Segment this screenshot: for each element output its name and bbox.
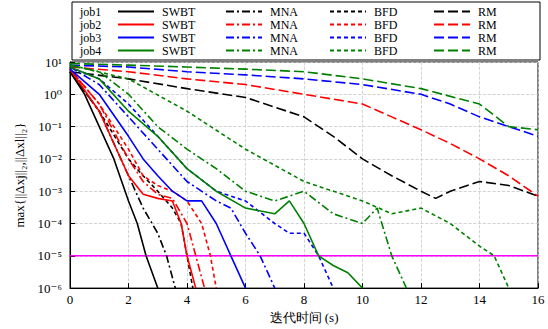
svg-text:2: 2 <box>125 292 132 307</box>
svg-text:BFD: BFD <box>374 31 398 45</box>
svg-text:job2: job2 <box>79 18 101 32</box>
svg-text:job4: job4 <box>79 44 101 58</box>
svg-text:10⁻⁵: 10⁻⁵ <box>38 248 62 263</box>
svg-text:job1: job1 <box>79 5 101 19</box>
svg-text:0: 0 <box>67 292 74 307</box>
svg-text:SWBT: SWBT <box>162 44 196 58</box>
svg-text:MNA: MNA <box>270 5 298 19</box>
svg-text:RM: RM <box>478 5 497 19</box>
svg-text:RM: RM <box>478 18 497 32</box>
svg-text:10⁻⁶: 10⁻⁶ <box>38 281 62 296</box>
svg-text:max{||Δxj||₂,||Δxl||₂}: max{||Δxj||₂,||Δxl||₂} <box>12 123 27 228</box>
svg-text:MNA: MNA <box>270 18 298 32</box>
svg-text:10¹: 10¹ <box>45 55 62 70</box>
svg-text:MNA: MNA <box>270 31 298 45</box>
svg-text:10⁻²: 10⁻² <box>38 151 62 166</box>
svg-text:4: 4 <box>184 292 191 307</box>
svg-text:迭代时间 (s): 迭代时间 (s) <box>270 310 339 325</box>
svg-text:10: 10 <box>356 292 369 307</box>
svg-text:10⁰: 10⁰ <box>44 87 62 102</box>
svg-text:10⁻⁴: 10⁻⁴ <box>38 216 63 231</box>
svg-text:12: 12 <box>415 292 428 307</box>
svg-text:MNA: MNA <box>270 44 298 58</box>
svg-text:10⁻¹: 10⁻¹ <box>38 119 62 134</box>
svg-text:BFD: BFD <box>374 5 398 19</box>
svg-text:job3: job3 <box>79 31 101 45</box>
svg-text:SWBT: SWBT <box>162 18 196 32</box>
svg-text:SWBT: SWBT <box>162 31 196 45</box>
svg-text:BFD: BFD <box>374 44 398 58</box>
svg-text:SWBT: SWBT <box>162 5 196 19</box>
svg-text:RM: RM <box>478 44 497 58</box>
svg-text:14: 14 <box>473 292 487 307</box>
svg-text:6: 6 <box>242 292 249 307</box>
svg-text:BFD: BFD <box>374 18 398 32</box>
svg-text:8: 8 <box>301 292 308 307</box>
svg-text:RM: RM <box>478 31 497 45</box>
svg-text:10⁻³: 10⁻³ <box>38 184 62 199</box>
svg-text:16: 16 <box>532 292 546 307</box>
